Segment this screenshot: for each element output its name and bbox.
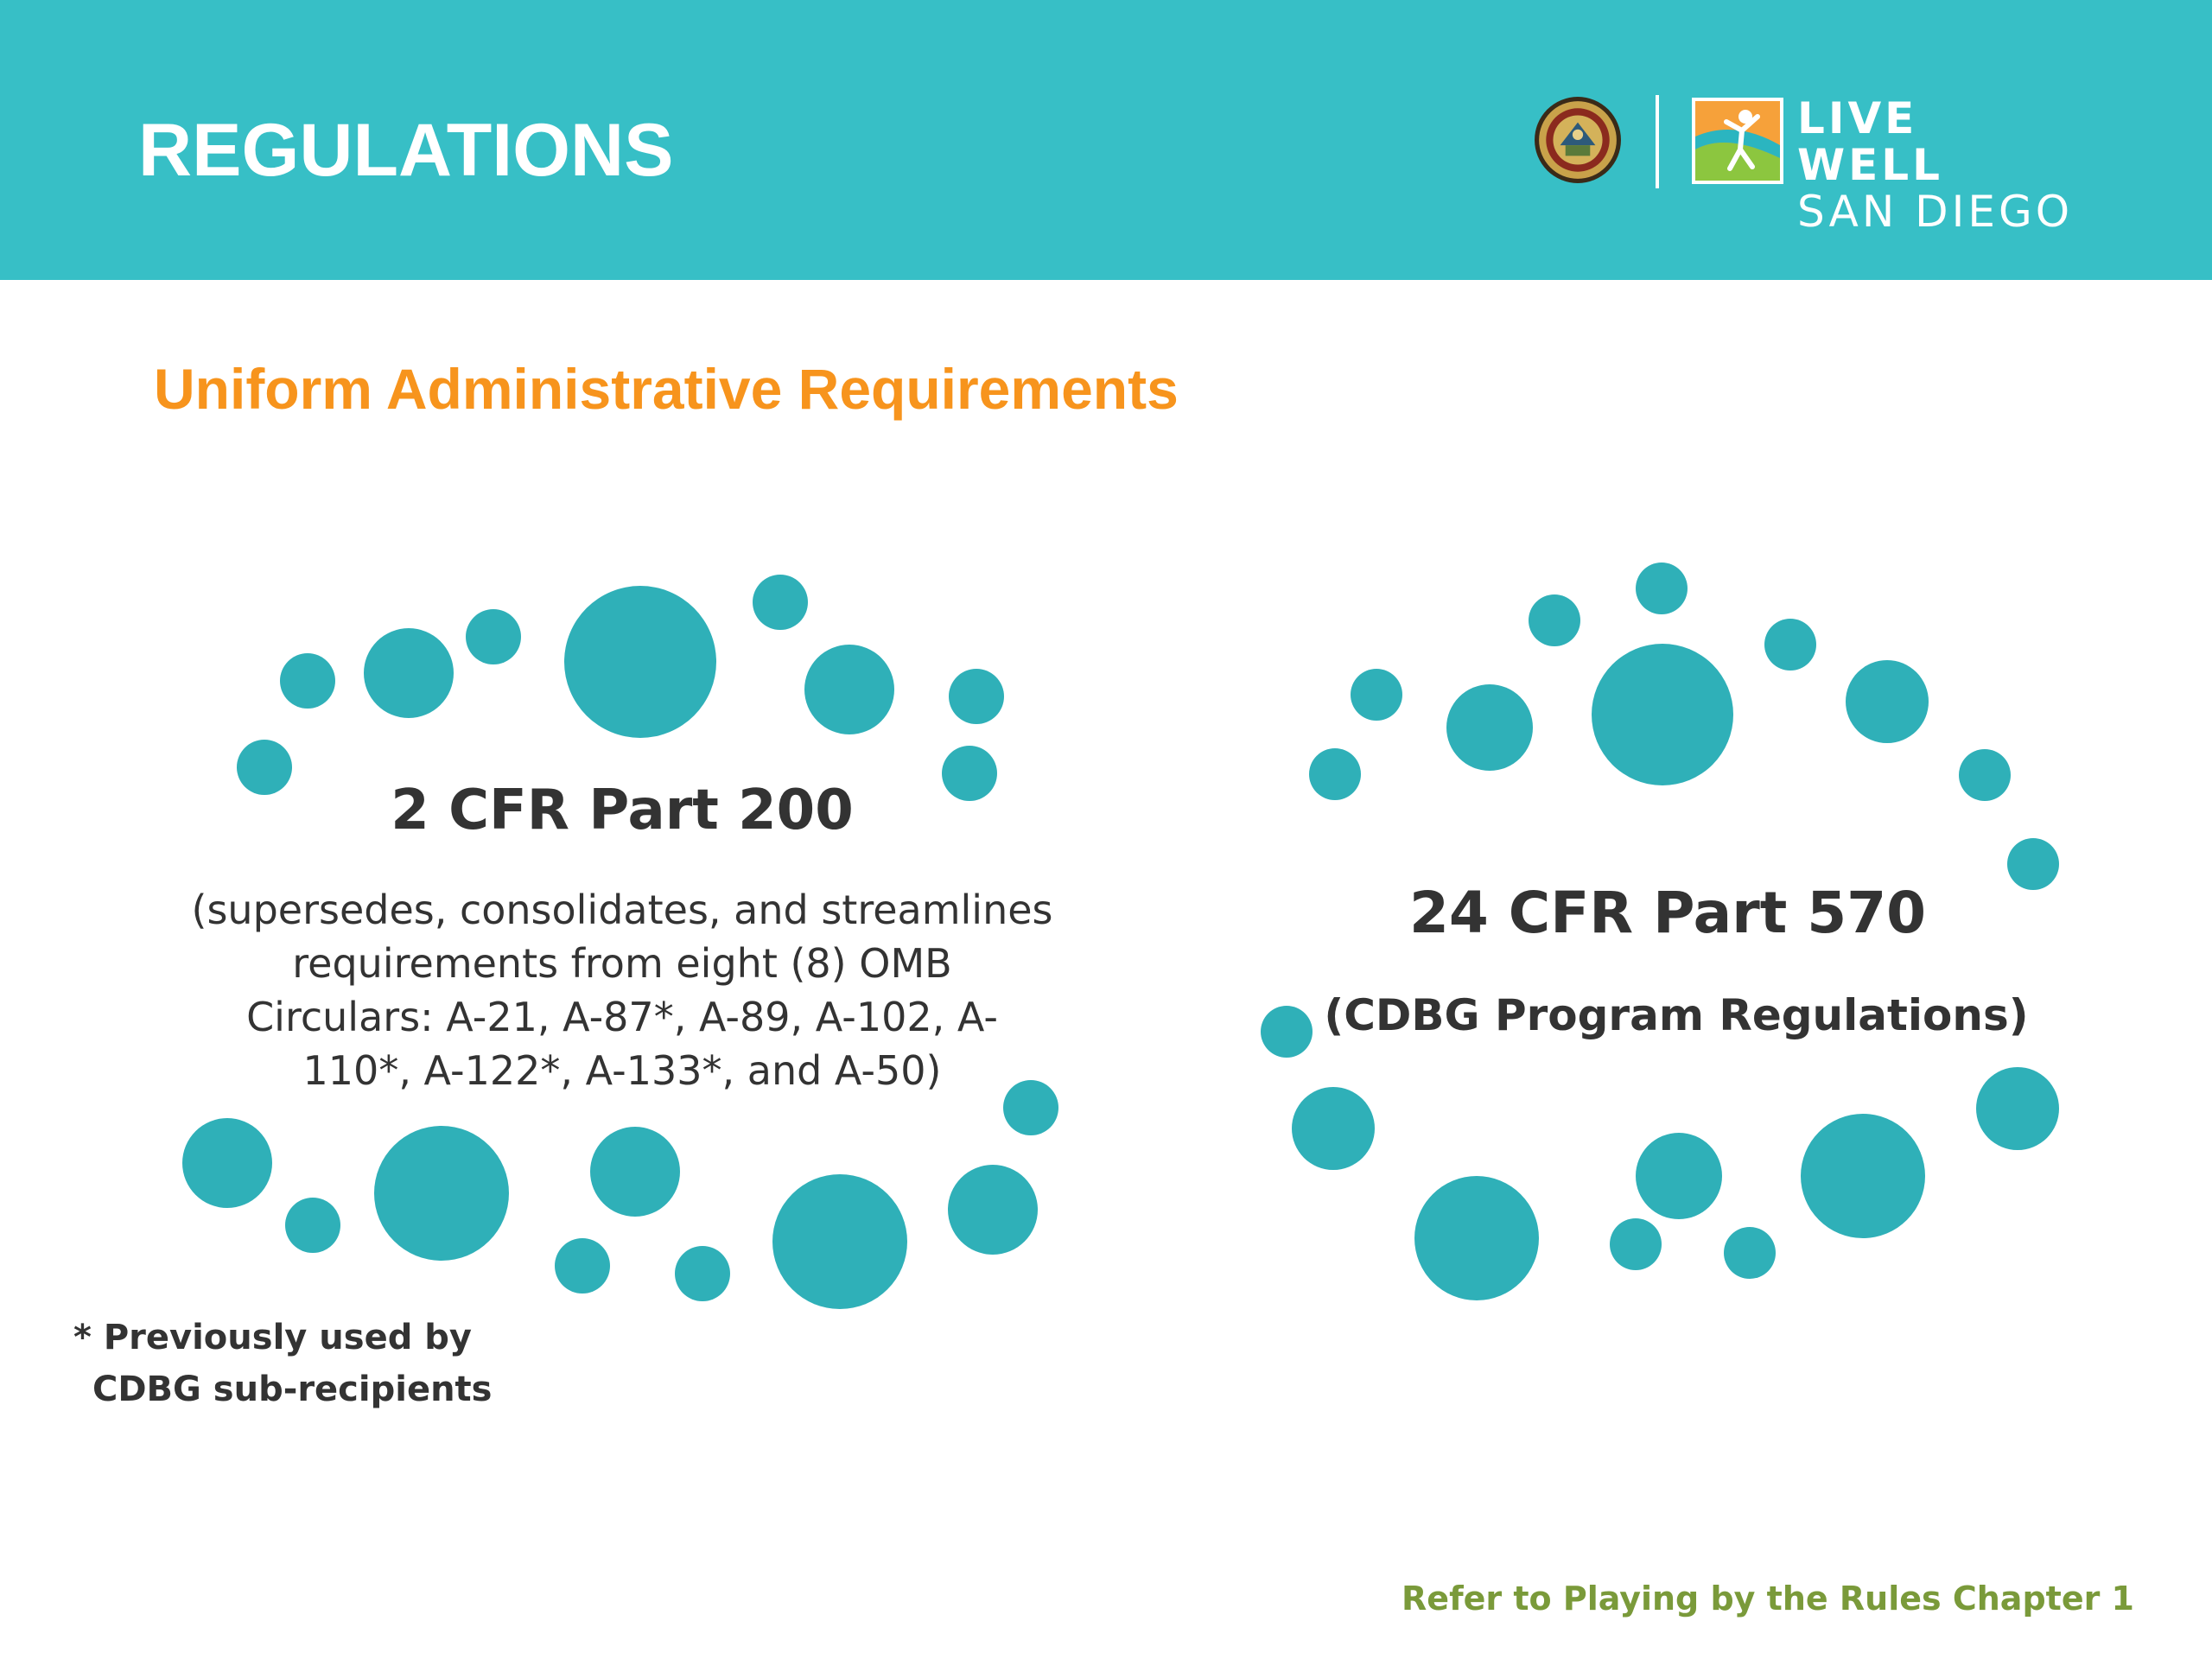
footnote-line-2: CDBG sub-recipients [92,1370,493,1409]
footnote: * Previously used by CDBG sub-recipients [73,1312,557,1415]
logo-line-1: LIVE WELL [1797,93,1944,190]
dot [1724,1227,1776,1279]
dot [555,1238,610,1294]
dot [1292,1087,1375,1170]
right-block-subheading: (CDBG Program Regulations) [1324,990,2029,1040]
dot [1610,1218,1662,1270]
dot [1592,644,1733,785]
left-block-body: (supersedes, consolidates, and streamlin… [156,883,1089,1097]
dot [1801,1114,1925,1238]
dot [948,1165,1038,1255]
dot [1309,748,1361,800]
dot [675,1246,730,1301]
dot [1959,749,2011,801]
dot [280,653,335,709]
live-well-logo-text: LIVE WELL SAN DIEGO [1797,95,2074,235]
left-body-line: (supersedes, consolidates, and streamlin… [191,887,1053,933]
dot [590,1127,680,1217]
dot [1261,1006,1313,1058]
dot [1976,1067,2059,1150]
dot [564,586,716,738]
page-title: REGULATIONS [138,109,674,192]
dot [804,645,894,734]
dot [466,609,521,664]
header-bar: REGULATIONS LIVE WELL SAN DIEGO [0,0,2212,280]
dot [1351,669,1402,721]
live-well-figure-icon [1692,98,1783,184]
section-subtitle: Uniform Administrative Requirements [154,357,1179,421]
dot [1414,1176,1539,1300]
logo-line-2: SAN DIEGO [1797,187,2074,237]
dot [1846,660,1929,743]
dot [2007,838,2059,890]
dot [285,1198,340,1253]
dot [374,1126,509,1261]
dot [942,746,997,801]
left-body-line: 110*, A-122*, A-133*, and A-50) [302,1047,942,1094]
dot [364,628,454,718]
dot [1529,594,1580,646]
left-body-line: Circulars: A-21, A-87*, A-89, A-102, A- [246,994,998,1040]
dot [949,669,1004,724]
county-seal-icon [1535,97,1621,183]
dot [1446,684,1533,771]
footnote-line-1: * Previously used by [73,1318,472,1357]
dot [772,1174,907,1309]
dot [1636,1133,1722,1219]
logo-divider [1656,95,1659,188]
left-body-line: requirements from eight (8) OMB [292,940,952,987]
left-block-heading: 2 CFR Part 200 [391,779,854,842]
dot [753,575,808,630]
dot [1636,563,1688,614]
right-block-heading: 24 CFR Part 570 [1408,880,1927,946]
chapter-reference: Refer to Playing by the Rules Chapter 1 [1402,1580,2134,1618]
dot [182,1118,272,1208]
dot [1764,619,1816,671]
dot [237,740,292,795]
dot [1003,1080,1058,1135]
